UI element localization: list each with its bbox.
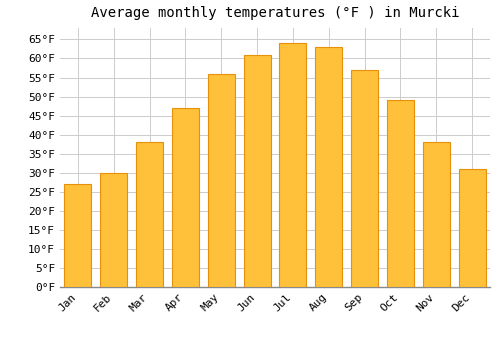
Bar bbox=[351, 70, 378, 287]
Bar bbox=[100, 173, 127, 287]
Bar bbox=[423, 142, 450, 287]
Bar bbox=[172, 108, 199, 287]
Bar bbox=[244, 55, 270, 287]
Bar bbox=[208, 74, 234, 287]
Bar bbox=[64, 184, 92, 287]
Title: Average monthly temperatures (°F ) in Murcki: Average monthly temperatures (°F ) in Mu… bbox=[91, 6, 459, 20]
Bar bbox=[458, 169, 485, 287]
Bar bbox=[316, 47, 342, 287]
Bar bbox=[387, 100, 414, 287]
Bar bbox=[136, 142, 163, 287]
Bar bbox=[280, 43, 306, 287]
